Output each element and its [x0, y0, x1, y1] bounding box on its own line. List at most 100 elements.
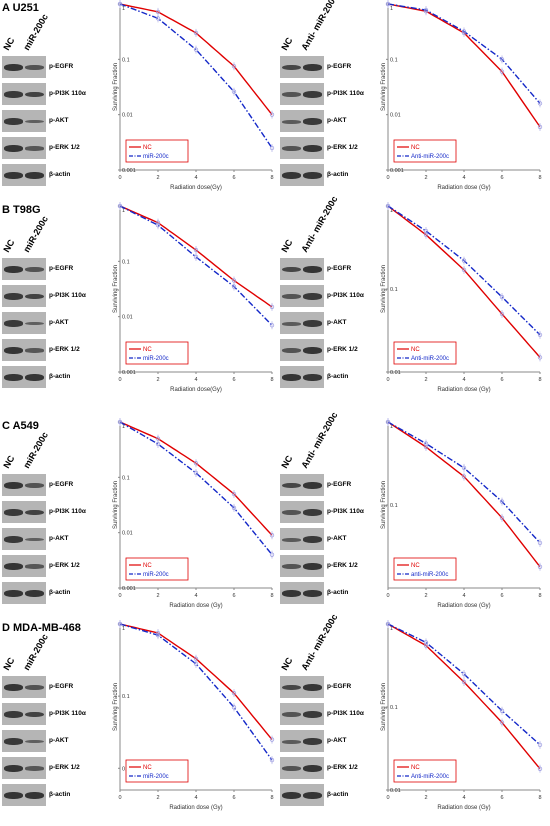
- x-tick-label: 6: [500, 175, 503, 181]
- blot-band: [282, 510, 301, 515]
- series-line: [119, 623, 273, 741]
- data-point: [461, 671, 467, 677]
- blot-band: [4, 266, 23, 273]
- blot-row-label: p-ERK 1/2: [327, 562, 358, 569]
- blot-row: p-PI3K 110α: [2, 703, 86, 725]
- y-axis-label: Surviving Fraction: [113, 63, 119, 111]
- blot-band: [303, 266, 322, 273]
- data-point: [461, 258, 467, 263]
- blot-column-label: Anti- miR-200c: [299, 194, 340, 254]
- y-tick-label: 1: [390, 208, 393, 214]
- data-point: [461, 465, 467, 471]
- blot-image: [2, 474, 46, 496]
- blot-row-label: p-PI3K 110α: [327, 508, 364, 515]
- blot-row: p-EGFR: [2, 258, 84, 280]
- blot-image: [280, 312, 324, 334]
- blot-band: [4, 374, 23, 381]
- legend-label: Anti-miR-200c: [411, 356, 449, 362]
- y-tick-label: 0.01: [390, 113, 401, 119]
- blot-band: [282, 266, 301, 273]
- blot-row: p-AKT: [280, 730, 362, 752]
- blot-row-label: p-AKT: [327, 737, 347, 744]
- blot-row: p-AKT: [280, 110, 362, 132]
- blot-row-label: p-PI3K 110α: [327, 710, 364, 717]
- blot-column-label: NC: [1, 237, 17, 254]
- blot-band: [303, 374, 322, 381]
- blot-band: [25, 483, 44, 488]
- y-axis-label: Surviving Fraction: [113, 683, 119, 731]
- x-tick-label: 8: [270, 175, 273, 181]
- western-blot: NC Anti- miR-200c p-EGFR p-PI3K 110α p-AKT p-…: [279, 0, 364, 196]
- blot-row: p-EGFR: [2, 676, 84, 698]
- blot-image: [280, 137, 324, 159]
- blot-image: [280, 258, 324, 280]
- blot-row-label: β-actin: [327, 589, 349, 596]
- data-point: [193, 247, 199, 253]
- x-tick-label: 2: [156, 795, 159, 801]
- blot-band: [303, 347, 322, 354]
- data-point: [269, 304, 275, 310]
- blot-band: [25, 685, 44, 690]
- blot-band: [25, 91, 44, 98]
- legend-label: miR-200c: [143, 774, 169, 780]
- x-tick-label: 2: [424, 593, 427, 599]
- legend-box: [125, 139, 189, 163]
- legend-box: [393, 759, 457, 783]
- blot-image: [280, 730, 324, 752]
- blot-row: p-EGFR: [280, 676, 362, 698]
- series-line: [119, 623, 273, 761]
- blot-row: β-actin: [2, 784, 84, 806]
- data-point: [269, 552, 275, 557]
- y-tick-label: 1: [390, 626, 393, 632]
- legend-label: anti-miR-200c: [411, 572, 448, 578]
- blot-band: [25, 374, 44, 381]
- blot-row-label: β-actin: [327, 373, 349, 380]
- blot-image: [2, 555, 46, 577]
- data-point: [385, 203, 391, 209]
- data-point: [155, 223, 161, 228]
- blot-band: [282, 739, 301, 744]
- blot-row-label: p-ERK 1/2: [49, 144, 80, 151]
- blot-band: [282, 537, 301, 542]
- data-point: [385, 1, 391, 7]
- blot-band: [282, 712, 301, 717]
- blot-band: [303, 320, 322, 327]
- blot-row: p-ERK 1/2: [2, 137, 84, 159]
- blot-row: p-ERK 1/2: [280, 339, 362, 361]
- blot-image: [280, 56, 324, 78]
- blot-column-label: Anti- miR-200c: [299, 612, 340, 672]
- x-tick-label: 4: [462, 175, 465, 181]
- x-tick-label: 8: [538, 175, 541, 181]
- blot-row-label: p-EGFR: [49, 481, 74, 488]
- panel-letter: C: [2, 420, 10, 432]
- blot-band: [25, 537, 44, 542]
- blot-row-label: p-AKT: [49, 117, 69, 124]
- x-tick-label: 8: [538, 795, 541, 801]
- blot-column-label: miR-200c: [21, 430, 51, 470]
- blot-band: [303, 590, 322, 597]
- series-line: [119, 421, 273, 556]
- survival-chart: 1 0.1 0.010 2 4 6 8 Radiation dose (Gy) Survivin…: [381, 202, 543, 393]
- y-tick-label: 0.01: [122, 531, 133, 537]
- blot-image: [2, 730, 46, 752]
- blot-image: [280, 528, 324, 550]
- blot-row-label: p-AKT: [49, 737, 69, 744]
- legend-label: NC: [411, 347, 420, 353]
- blot-band: [303, 711, 322, 718]
- blot-band: [4, 145, 23, 152]
- blot-band: [4, 320, 23, 327]
- y-tick-label: 0.01: [122, 113, 133, 119]
- x-axis-label: Radiation dose(Gy): [170, 387, 222, 393]
- y-tick-label: 1: [122, 6, 125, 12]
- cell-line-name: MDA-MB-468: [13, 622, 81, 634]
- blot-band: [25, 792, 44, 799]
- blot-row-label: p-PI3K 110α: [49, 508, 86, 515]
- blot-row: p-AKT: [2, 528, 84, 550]
- blot-row: β-actin: [2, 582, 84, 604]
- x-tick-label: 2: [424, 795, 427, 801]
- data-point: [117, 621, 123, 627]
- blot-band: [25, 766, 44, 771]
- blot-row-label: p-ERK 1/2: [49, 346, 80, 353]
- blot-row-label: p-AKT: [327, 319, 347, 326]
- blot-band: [4, 738, 23, 745]
